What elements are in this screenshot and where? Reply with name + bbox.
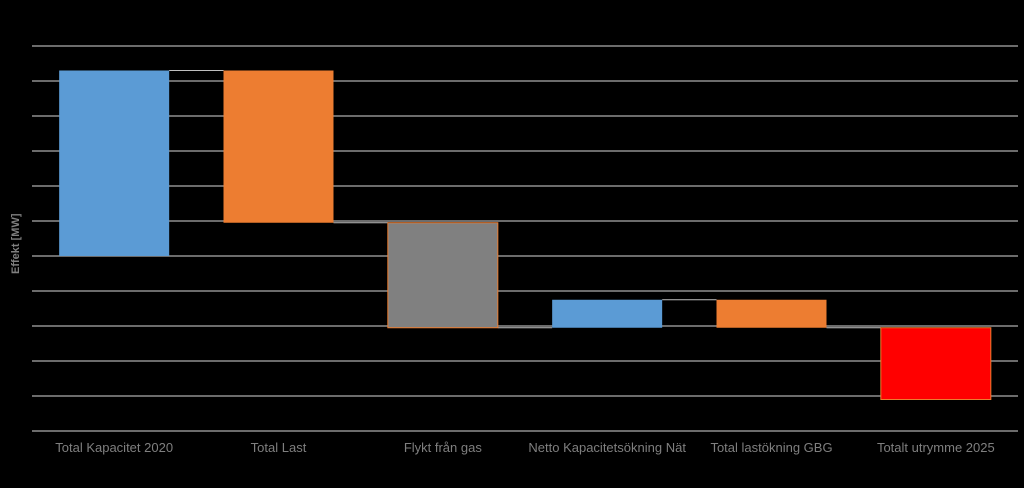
x-tick-label: Total Last xyxy=(251,440,307,455)
bar-flykt-fr-n-gas xyxy=(387,222,499,329)
y-axis-label: Effekt [MW] xyxy=(10,213,22,275)
bars xyxy=(59,70,992,400)
x-tick-label: Total lastökning GBG xyxy=(710,440,832,455)
connector-lines xyxy=(169,70,881,329)
x-tick-label: Total Kapacitet 2020 xyxy=(55,440,173,455)
bar-total-kapacitet-2020 xyxy=(59,70,170,256)
bar-total-last xyxy=(223,70,334,223)
bar-totalt-utrymme-2025 xyxy=(880,327,992,400)
bar-netto-kapacitets-kning-n-t xyxy=(552,299,663,328)
bar-total-last-kning-gbg xyxy=(716,299,827,328)
x-tick-label: Netto Kapacitetsökning Nät xyxy=(528,440,686,455)
x-tick-label: Totalt utrymme 2025 xyxy=(877,440,995,455)
gridlines xyxy=(32,45,1018,432)
x-tick-label: Flykt från gas xyxy=(404,440,483,455)
x-tick-labels: Total Kapacitet 2020 Total Last Flykt från… xyxy=(55,440,994,455)
